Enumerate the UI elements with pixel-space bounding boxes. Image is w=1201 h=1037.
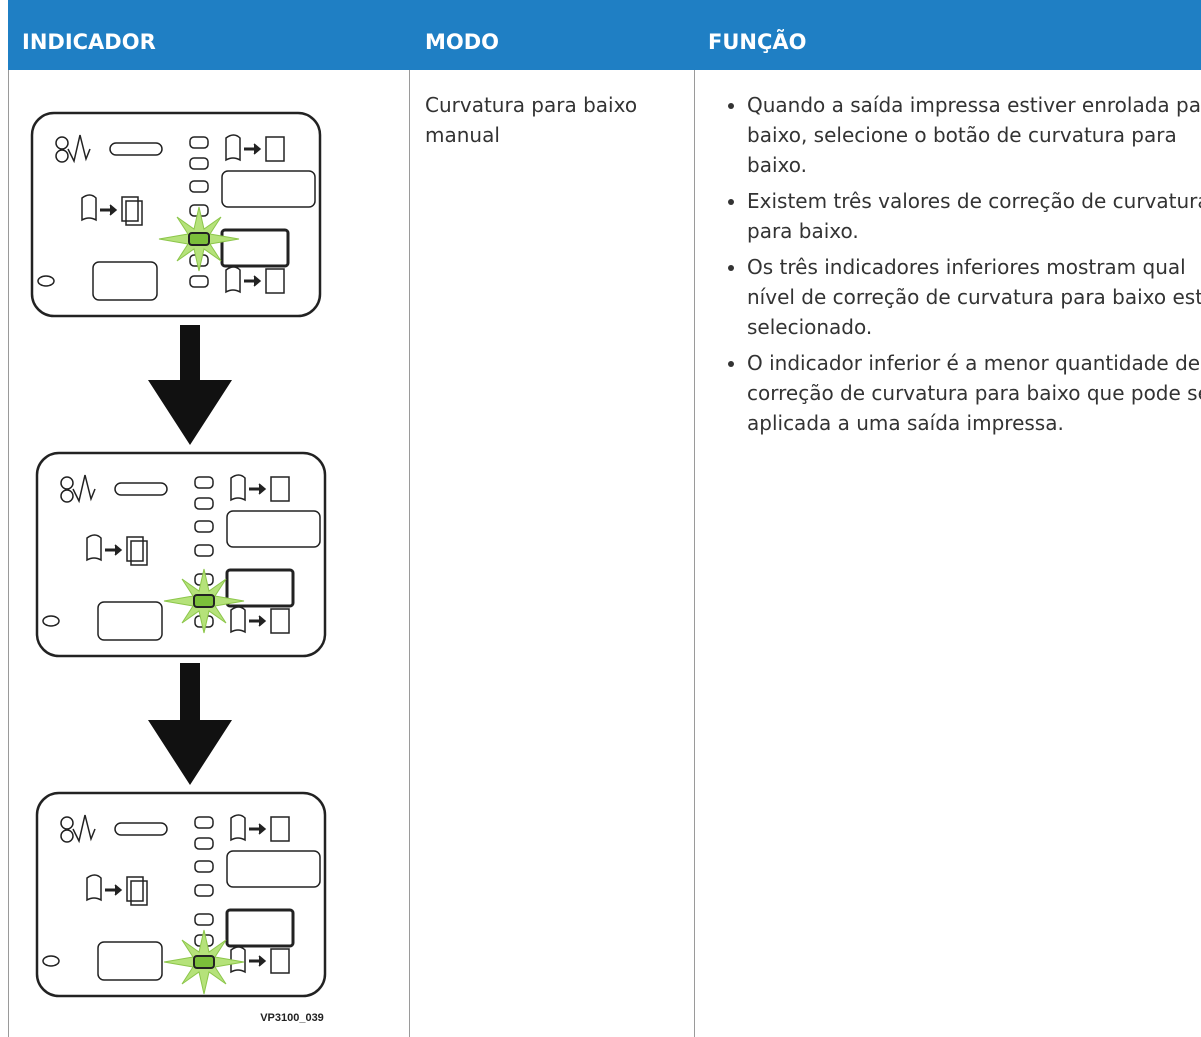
header-cell: INDICADOR	[22, 30, 156, 54]
header-cell: FUNÇÃO	[708, 30, 807, 54]
column-border	[694, 70, 695, 1037]
column-border	[8, 70, 9, 1037]
function-item: O indicador inferior é a menor quantidad…	[747, 348, 1201, 438]
function-item: Os três indicadores inferiores mostram q…	[747, 252, 1201, 342]
figure-label: VP3100_039	[260, 1012, 324, 1024]
function-list: Quando a saída impressa estiver enrolada…	[712, 90, 1201, 444]
column-border	[409, 70, 410, 1037]
header-cell: MODO	[425, 30, 500, 54]
table-header	[8, 0, 1201, 70]
indicator-illustration: VP3100_039	[30, 111, 327, 1024]
function-item: Quando a saída impressa estiver enrolada…	[747, 90, 1201, 180]
mode-text: Curvatura para baixo manual	[425, 93, 638, 147]
function-item: Existem três valores de correção de curv…	[747, 186, 1201, 246]
